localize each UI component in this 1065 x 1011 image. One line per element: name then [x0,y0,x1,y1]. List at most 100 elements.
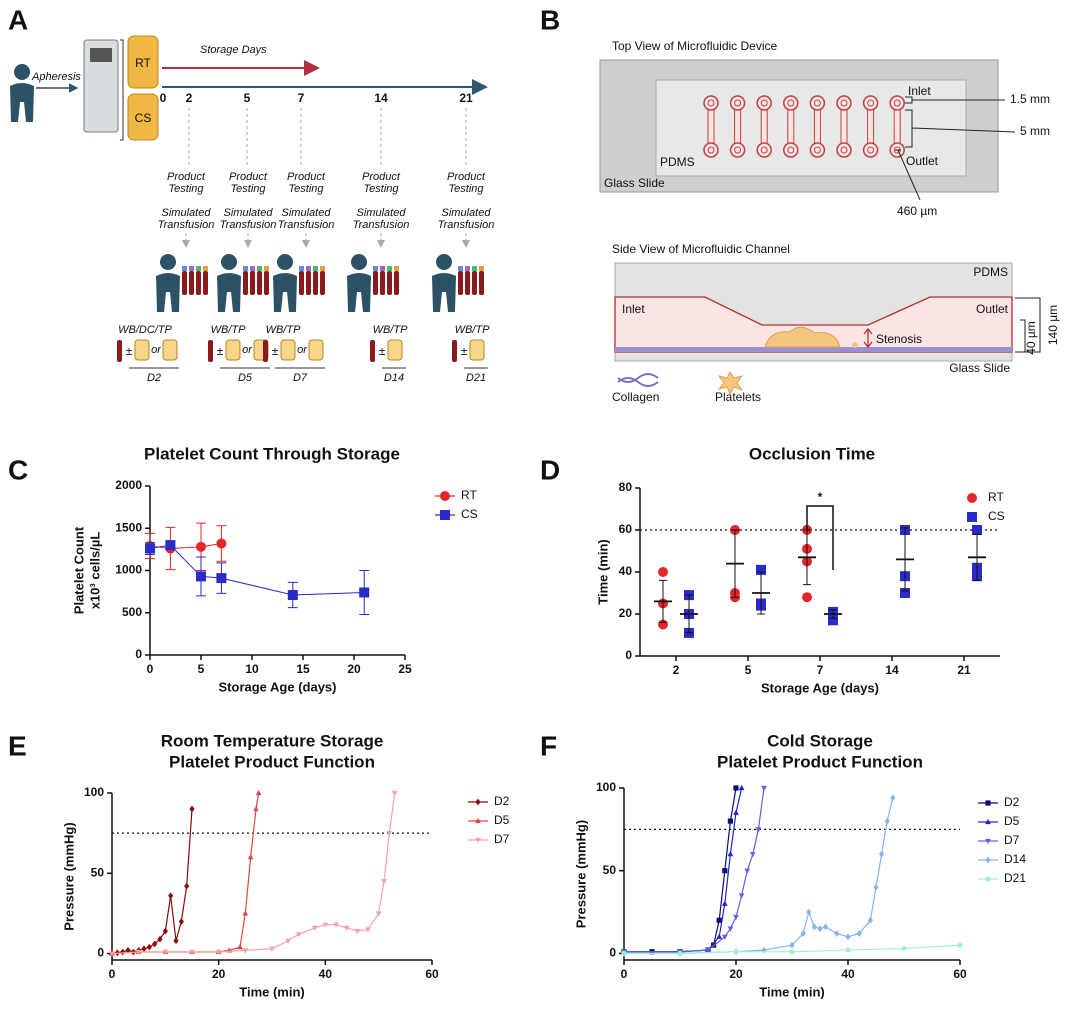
tube [313,271,318,295]
symbol: or [151,344,162,356]
tube [452,340,457,362]
y-tick-label: 500 [122,605,142,619]
data-point [287,590,298,601]
data-point [152,940,158,948]
data-point [381,879,387,885]
x-tick-label: 21 [957,663,971,677]
step-label: Simulated [162,207,212,219]
legend-label: D5 [1004,814,1020,828]
legend-label: D21 [1004,871,1026,885]
data-point [354,929,361,935]
legend-marker [985,818,991,825]
x-tick-label: 25 [398,662,412,676]
panel-label: D [540,454,560,485]
step-label: Product [167,171,206,183]
chart-title: Platelet Product Function [169,752,375,771]
data-point [834,930,840,937]
stenosis-arrow [863,327,873,349]
blood-bag [162,339,178,361]
tube [458,271,463,295]
tube [203,271,208,295]
glass-label: Glass Slide [604,176,665,190]
day-label: 21 [459,91,473,105]
x-tick-label: 5 [198,662,205,676]
tube [189,271,194,295]
tube-cap [299,266,304,271]
port [836,142,852,158]
data-point [879,850,885,858]
step-label: Testing [288,183,324,195]
port [809,142,826,158]
data-point [749,852,756,858]
person-icon [221,254,237,270]
platelet [852,342,858,348]
day-label: 2 [186,91,193,105]
y-tick-label: 20 [619,606,633,620]
data-point [242,948,249,954]
symbol: ± [272,344,279,358]
x-tick-label: 5 [745,663,752,677]
data-point [890,794,896,802]
blood-bag [225,339,241,361]
legend-label: D5 [494,813,510,827]
chart-title: Room Temperature Storage [161,731,384,750]
series-line [624,797,894,954]
data-point [789,941,795,949]
tube [394,271,399,295]
data-point [145,543,155,554]
data-point [365,927,371,933]
data-point [744,868,751,874]
data-point [845,933,851,941]
dimension-label: 460 µm [897,204,937,218]
significance-label: * [818,490,823,504]
x-tick-label: 20 [729,967,743,981]
data-point [215,949,222,956]
data-point [269,946,275,952]
person-icon [273,273,297,312]
tube-cap [458,266,463,271]
y-tick-label: 100 [596,780,616,794]
data-point [178,918,184,925]
data-point [285,938,291,944]
data-point [761,785,767,792]
dimension-label: 5 mm [1020,124,1050,138]
port [703,95,719,111]
tube-cap [373,266,378,271]
dimension [905,96,1005,104]
section-title: Top View of Microfluidic Device [612,39,778,53]
data-point [386,831,393,837]
x-tick-label: 0 [147,662,154,676]
tube-cap [189,266,194,271]
data-point [856,930,862,937]
port [813,99,821,107]
symbol: or [242,344,253,356]
tube [380,271,385,295]
x-axis-label: Storage Age (days) [219,679,337,694]
sd-bar [659,579,667,623]
data-point [196,571,206,582]
legend-marker [985,856,991,864]
data-point [789,949,795,955]
tube-cap [203,266,208,271]
symbol: ± [217,344,224,358]
tube-cap [182,266,187,271]
product-label: WB/TP [266,324,301,336]
data-point [255,789,262,796]
x-tick-label: 60 [425,967,439,981]
legend-marker [985,876,991,882]
day-label: 0 [160,91,167,105]
day-label: 7 [298,91,305,105]
legend-label: D7 [1004,833,1020,847]
step-label: Simulated [282,207,332,219]
step-label: Transfusion [158,219,215,231]
y-tick-label: 0 [97,946,104,960]
data-point [722,868,728,874]
port [729,95,746,111]
legend-marker [440,510,450,520]
step-label: Simulated [224,207,274,219]
data-point [162,949,169,956]
data-point [733,809,739,815]
day-label: D21 [466,372,486,384]
dimension [1015,297,1041,353]
port [809,95,826,111]
